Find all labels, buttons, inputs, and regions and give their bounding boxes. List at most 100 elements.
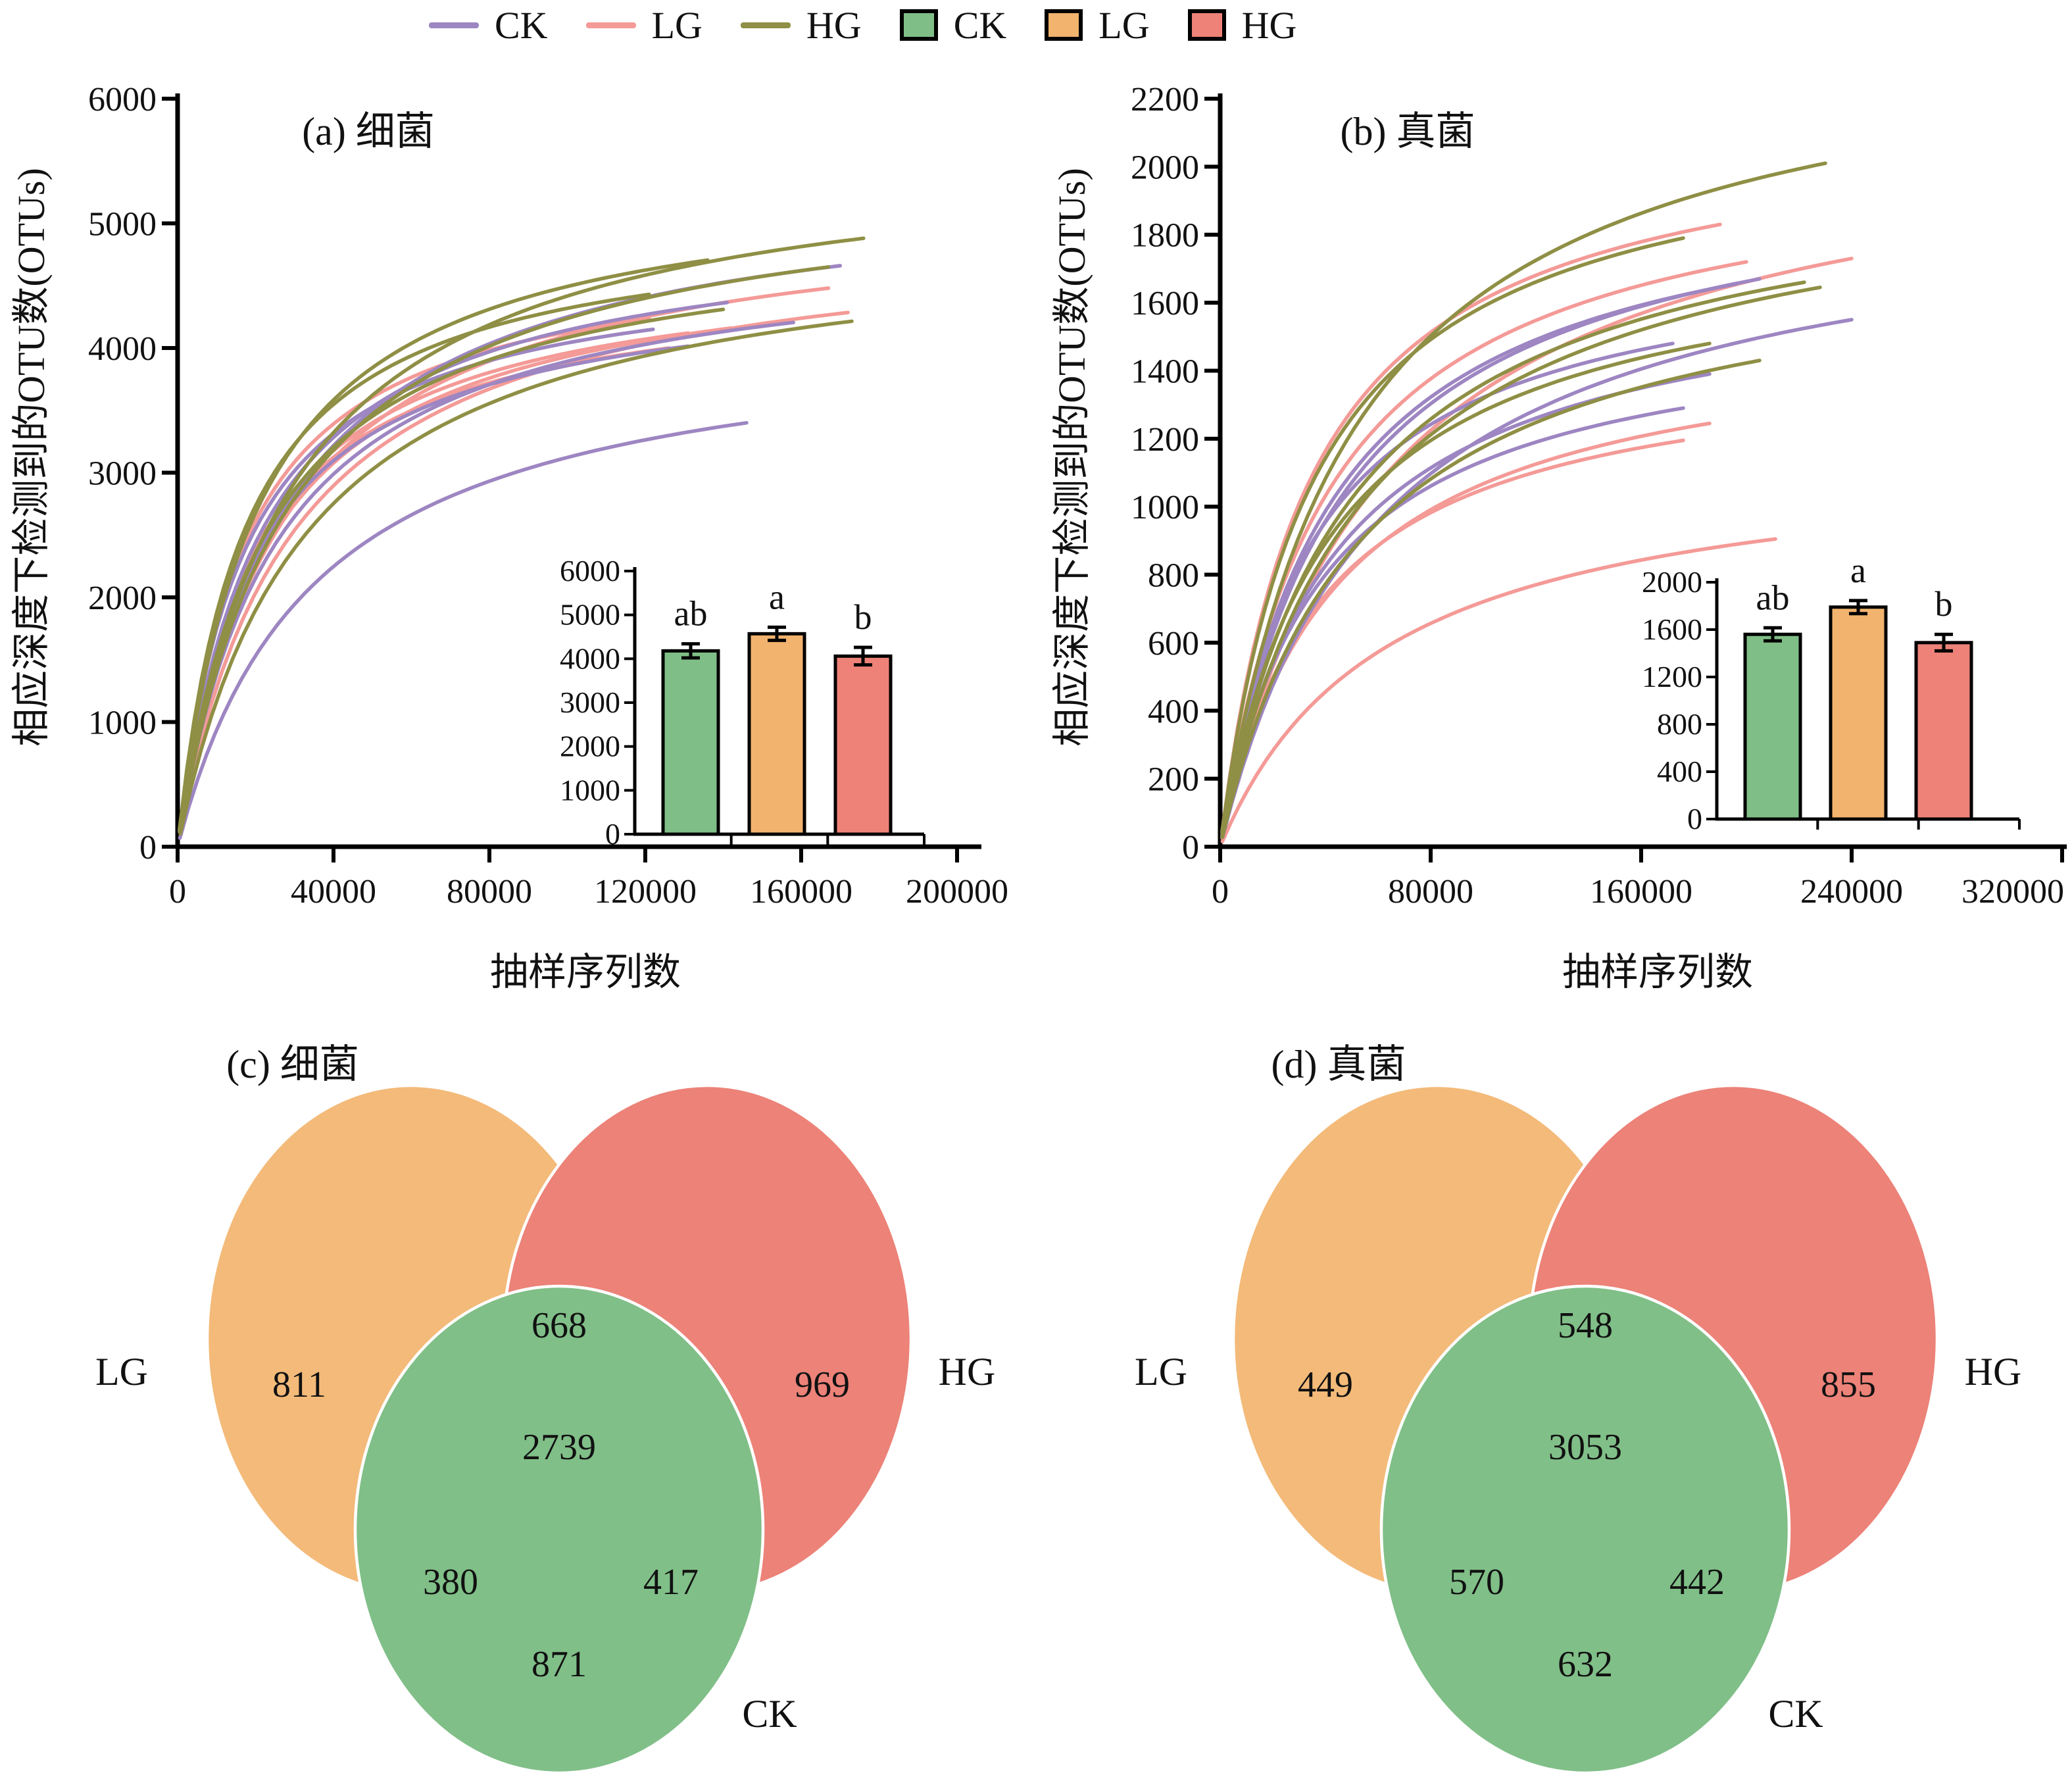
legend-item-box-ck: CK: [899, 3, 1006, 47]
panel-b-curve-ck-11: [1220, 341, 1675, 837]
panel-b-x-tick-label: 240000: [1800, 873, 1903, 911]
panel-b-y-tick-label: 2200: [1131, 81, 1199, 118]
panel-b-y-tick-label: 1800: [1131, 217, 1199, 255]
venn-c-value-lg-ck: 380: [423, 1562, 478, 1603]
legend: CK LG HG CK LG HG: [429, 0, 1296, 50]
panel-a-inset-y-tick-label: 1000: [560, 773, 620, 807]
panel-b-curve-hg-14: [1220, 280, 1806, 837]
legend-label-lg-line: LG: [651, 3, 703, 47]
panel-b-curve-lg-2: [1220, 260, 1748, 835]
panel-b-x-tick-label: 160000: [1590, 873, 1692, 911]
legend-label-hg-box: HG: [1241, 3, 1297, 47]
legend-item-line-lg: LG: [585, 3, 703, 47]
panel-a-curve-hg-13: [178, 258, 710, 832]
panel-b-inset-y-tick-label: 2000: [1642, 565, 1702, 599]
panel-a-x-tick-label: 0: [169, 873, 186, 911]
venn-c-value-hg-ck: 417: [643, 1562, 699, 1603]
panel-a-y-axis-title: 相应深度下检测到的OTU数(OTUs): [10, 168, 53, 747]
legend-label-lg-box: LG: [1098, 3, 1150, 47]
venn-d-circle-ck: [1379, 1284, 1791, 1773]
venn-d-set-label-ck: CK: [1768, 1692, 1823, 1736]
panel-b-y-tick-label: 2000: [1131, 149, 1199, 186]
panel-a-y-tick-label: 2000: [88, 580, 157, 617]
panel-a-inset-y-tick-label: 3000: [560, 686, 620, 719]
panel-b-inset-y-tick-label: 400: [1657, 755, 1702, 788]
venn-d-value-lg-ck: 570: [1449, 1562, 1504, 1603]
panel-b-curve-hg-12: [1220, 161, 1827, 834]
panel-a-x-axis-title: 抽样序列数: [489, 951, 681, 993]
panel-b-x-axis-title: 抽样序列数: [1562, 951, 1754, 993]
panel-b-curve-ck-10: [1220, 406, 1685, 839]
panel-a-curve-hg-17: [178, 319, 854, 836]
panel-a-inset-sig-letter: b: [854, 597, 872, 637]
panel-a-curve-ck-6: [178, 264, 843, 832]
panel-a-inset-y-tick-label: 4000: [560, 641, 620, 675]
panel-a-curve-lg-1: [178, 311, 850, 834]
panel-b-inset-y-tick-label: 1200: [1642, 660, 1702, 693]
panel-b-y-tick-label: 1400: [1131, 353, 1199, 390]
panel-a-curve-hg-15: [178, 292, 651, 832]
venn-c-set-label-hg: HG: [938, 1350, 996, 1393]
venn-d-value-lg-hg: 548: [1558, 1305, 1613, 1346]
venn-d-set-label-hg: HG: [1964, 1350, 2022, 1393]
legend-label-hg-line: HG: [806, 3, 862, 47]
panel-b-curve-lg-5: [1220, 537, 1777, 843]
panel-b-x-tick-label: 80000: [1388, 873, 1473, 911]
panel-a-inset-y-tick-label: 0: [605, 817, 620, 851]
panel-a-inset-sig-letter: a: [769, 577, 785, 616]
panel-b-curve-hg-13: [1220, 236, 1685, 834]
panel-a-curve-lg-2: [178, 316, 651, 832]
venn-c-value-hg-only: 969: [795, 1364, 850, 1405]
panel-a-y-tick-label: 5000: [88, 206, 157, 243]
panel-b-x-tick-label: 0: [1212, 873, 1229, 911]
legend-item-line-ck: CK: [429, 3, 548, 47]
panel-a-x-tick-label: 160000: [750, 873, 852, 911]
ck-box-swatch: [899, 9, 938, 41]
panel-a-inset-y-tick-label: 2000: [560, 730, 620, 763]
panel-a-inset-bar-hg: [833, 654, 893, 836]
panel-b-x-tick-label: 320000: [1961, 873, 2064, 911]
panel-b-inset-y-tick-label: 1600: [1642, 612, 1702, 646]
panel-a-x-tick-label: 40000: [291, 873, 376, 911]
panel-b-y-tick-label: 800: [1148, 557, 1199, 595]
panel-b-y-tick-label: 1600: [1131, 285, 1199, 322]
legend-item-line-hg: HG: [740, 3, 862, 47]
panel-b-curve-ck-8: [1221, 318, 1854, 839]
panel-b-curve-hg-16: [1220, 341, 1712, 838]
venn-c-set-label-ck: CK: [742, 1692, 797, 1736]
panel-b-y-tick-label: 600: [1148, 625, 1199, 662]
lg-box-swatch: [1045, 9, 1083, 41]
panel-b-inset-bar-hg: [1914, 641, 1973, 821]
panel-a-inset-sig-letter: ab: [674, 594, 708, 634]
panel-a-x-tick-label: 80000: [447, 873, 532, 911]
panel-b-inset-sig-letter: ab: [1756, 578, 1790, 617]
lg-line-swatch: [585, 22, 636, 28]
panel-a-y-tick-label: 0: [139, 829, 157, 866]
panel-b-y-tick-label: 200: [1148, 761, 1199, 799]
panel-b-inset-y-tick-label: 800: [1657, 707, 1702, 741]
venn-c-set-label-lg: LG: [95, 1350, 148, 1393]
panel-a-curve-hg-12: [178, 236, 866, 832]
venn-c-value-ck-only: 871: [531, 1644, 587, 1685]
hg-line-swatch: [740, 22, 791, 28]
panel-a-y-tick-label: 1000: [88, 705, 157, 742]
panel-a-curve-ck-9: [178, 327, 655, 832]
venn-c-value-lg-only: 811: [272, 1364, 326, 1405]
panel-b-y-axis-title: 相应深度下检测到的OTU数(OTUs): [1050, 168, 1093, 747]
panel-d-title: (d) 真菌: [1271, 1043, 1406, 1086]
panel-a-curve-hg-16: [178, 307, 726, 834]
panel-a-x-tick-label: 120000: [594, 873, 697, 911]
venn-d-value-ck-only: 632: [1558, 1644, 1613, 1685]
panel-b-title: (b) 真菌: [1340, 110, 1475, 153]
panel-b-inset-sig-letter: b: [1935, 584, 1953, 624]
venn-c-value-center: 2739: [522, 1427, 596, 1468]
panel-b-inset-sig-letter: a: [1850, 551, 1866, 590]
panel-a-inset-y-tick-label: 5000: [560, 598, 620, 632]
venn-c-circle-ck: [353, 1284, 765, 1773]
legend-label-ck-line: CK: [495, 3, 548, 47]
venn-d-set-label-lg: LG: [1135, 1350, 1187, 1393]
panel-a-curve-ck-11: [178, 420, 749, 840]
panel-b-curve-ck-7: [1220, 282, 1738, 836]
